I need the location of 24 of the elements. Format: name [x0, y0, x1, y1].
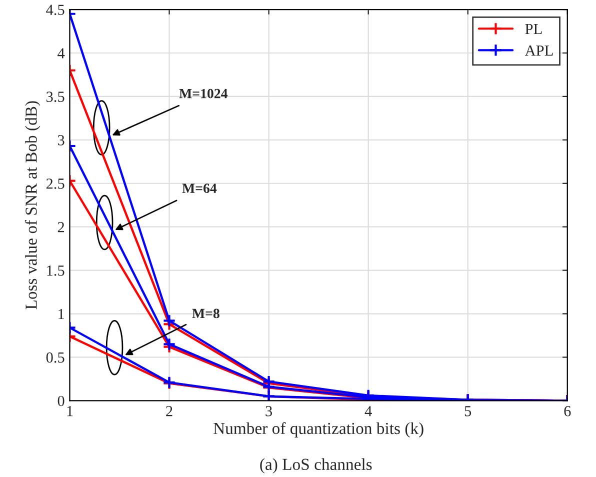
- y-tick-label: 0.5: [46, 352, 64, 363]
- legend-label: APL: [524, 45, 553, 56]
- y-tick-label: 4.5: [46, 4, 64, 16]
- x-tick-label: 5: [464, 406, 472, 416]
- y-axis-title: Loss value of SNR at Bob (dB): [24, 101, 40, 310]
- legend-label: PL: [525, 24, 542, 34]
- x-tick-label: 6: [564, 406, 571, 416]
- y-tick-label: 3.5: [46, 92, 64, 102]
- annotation: M=8: [192, 308, 220, 318]
- x-tick-label: 1: [67, 406, 73, 416]
- y-tick-label: 0: [58, 396, 64, 406]
- text: (a) LoS channels: [260, 458, 372, 474]
- y-tick-label: 2: [58, 222, 64, 232]
- y-tick-label: 2.5: [46, 178, 64, 189]
- y-tick-label: 1.5: [47, 266, 64, 276]
- annotation: M=1024: [179, 88, 228, 98]
- x-tick-label: 4: [364, 406, 372, 416]
- x-tick-label: 2: [166, 406, 172, 416]
- x-axis-title: Number of quantization bits (k): [214, 422, 424, 438]
- y-tick-label: 4: [58, 48, 65, 58]
- y-tick-label: 1: [58, 308, 64, 320]
- y-tick-label: 3: [58, 135, 64, 146]
- annotation: M=64: [182, 184, 217, 193]
- x-tick-label: 3: [266, 406, 272, 416]
